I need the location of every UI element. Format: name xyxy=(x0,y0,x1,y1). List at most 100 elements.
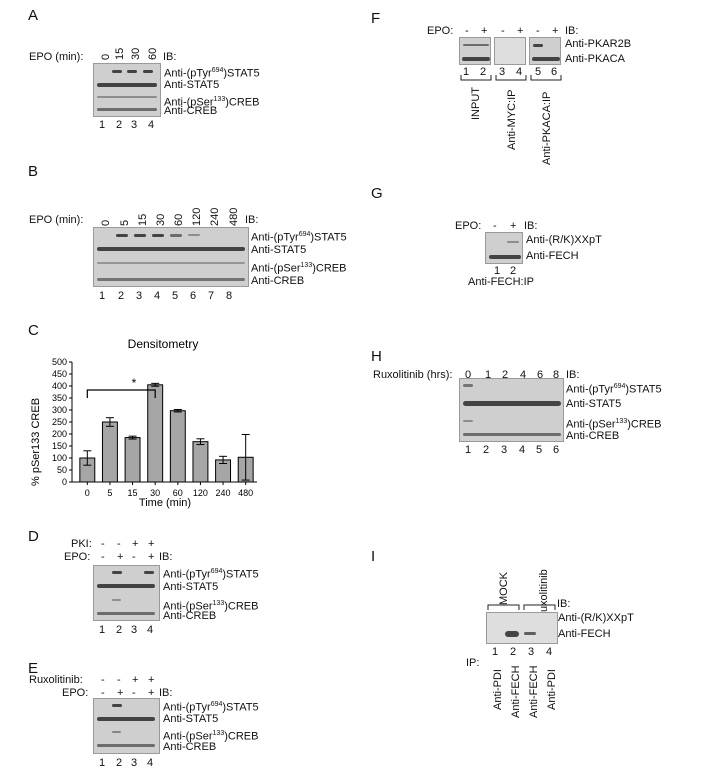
blot-row-label: Anti-FECH xyxy=(558,628,611,640)
lane-number: 6 xyxy=(551,66,558,78)
lane-number: 6 xyxy=(190,290,197,302)
sign: - xyxy=(101,538,105,550)
lane-number: 2 xyxy=(510,646,517,658)
time-label: 60 xyxy=(147,47,159,60)
time-label: 5 xyxy=(119,219,131,226)
blot-row-label: Anti-(pTyr694)STAT5 xyxy=(566,383,662,396)
significance-bracket xyxy=(86,389,156,398)
time-label: 2 xyxy=(502,369,509,381)
blot-row-label: Anti-CREB xyxy=(251,275,305,287)
lane-number: 4 xyxy=(147,757,154,769)
lane-number: 6 xyxy=(553,444,560,456)
time-label: 0 xyxy=(100,219,112,226)
sign: + xyxy=(117,551,124,563)
group-brackets xyxy=(460,75,562,81)
western-blot xyxy=(93,698,160,754)
ip-antibody-label: Anti-PDI xyxy=(546,669,558,710)
treatment-label: EPO: xyxy=(455,220,482,232)
lane-number: 5 xyxy=(535,66,542,78)
sign: - xyxy=(101,674,105,686)
treatment-label: EPO: xyxy=(62,687,89,699)
panel-label-f: F xyxy=(371,10,381,27)
y-tick-label: 450 xyxy=(52,369,67,379)
lane-number: 4 xyxy=(516,66,523,78)
blot-row-label: Anti-(pTyr694)STAT5 xyxy=(163,568,259,581)
panel-label-i: I xyxy=(371,548,376,565)
lane-number: 3 xyxy=(131,119,138,131)
lane-number: 3 xyxy=(131,757,138,769)
time-label: 15 xyxy=(114,47,126,60)
blot-row-label: Anti-(R/K)XXpT xyxy=(526,234,602,246)
ib-label: IB: xyxy=(566,369,580,381)
sign: - xyxy=(536,25,540,37)
western-blot xyxy=(93,227,249,287)
blot-row-label: Anti-STAT5 xyxy=(251,244,307,256)
blot-row-label: Anti-(pTyr694)STAT5 xyxy=(163,701,259,714)
panel-label-c: C xyxy=(28,322,39,339)
sign: - xyxy=(132,687,136,699)
ip-label: IP: xyxy=(466,657,480,669)
lane-number: 4 xyxy=(546,646,553,658)
sign: - xyxy=(117,538,121,550)
sign: + xyxy=(148,538,155,550)
sign: - xyxy=(493,220,497,232)
panel-label-a: A xyxy=(28,7,39,24)
treatment-label: Ruxolitinib (hrs): xyxy=(373,369,453,381)
lane-number: 7 xyxy=(208,290,215,302)
ib-label: IB: xyxy=(524,220,538,232)
sign: + xyxy=(148,551,155,563)
blot-row-label: Anti-(pSer133)CREB xyxy=(164,96,260,109)
western-blot xyxy=(494,37,526,65)
time-label: 480 xyxy=(228,207,240,226)
lane-number: 8 xyxy=(226,290,233,302)
sign: - xyxy=(501,25,505,37)
blot-row-label: Anti-STAT5 xyxy=(163,581,219,593)
lane-number: 5 xyxy=(172,290,179,302)
time-label: 0 xyxy=(100,53,112,60)
y-tick-label: 350 xyxy=(52,393,67,403)
x-tick-label: 60 xyxy=(173,488,183,498)
sign: + xyxy=(148,687,155,699)
lane-number: 1 xyxy=(99,290,106,302)
sign: - xyxy=(101,551,105,563)
lane-number: 3 xyxy=(501,444,508,456)
y-tick-label: 300 xyxy=(52,405,67,415)
blot-row-label: Anti-STAT5 xyxy=(566,398,622,410)
lane-number: 2 xyxy=(480,66,487,78)
lane-number: 2 xyxy=(116,757,123,769)
blot-row-label: Anti-CREB xyxy=(164,105,218,117)
lane-number: 3 xyxy=(136,290,143,302)
treatment-label: EPO: xyxy=(427,25,454,37)
sign: - xyxy=(101,687,105,699)
time-label: 1 xyxy=(485,369,492,381)
y-tick-label: 500 xyxy=(52,357,67,367)
blot-row-label: Anti-(R/K)XXpT xyxy=(558,612,634,624)
bar xyxy=(192,441,209,483)
western-blot xyxy=(486,612,558,644)
ib-label: IB: xyxy=(163,51,177,63)
time-label: 4 xyxy=(520,369,527,381)
sign: + xyxy=(517,25,524,37)
western-blot xyxy=(93,63,161,117)
blot-row-label: Anti-FECH xyxy=(526,250,579,262)
lane-number: 2 xyxy=(116,119,123,131)
lane-number: 2 xyxy=(116,624,123,636)
y-tick-label: 0 xyxy=(62,477,67,487)
treatment-label: PKI: xyxy=(71,538,92,550)
western-blot xyxy=(93,565,160,621)
group-label: INPUT xyxy=(470,87,482,120)
western-blot xyxy=(529,37,561,65)
time-label: 0 xyxy=(465,369,472,381)
y-axis-label: % pSer133 CREB xyxy=(30,398,42,486)
bar xyxy=(169,410,186,483)
sign: + xyxy=(481,25,488,37)
lane-number: 1 xyxy=(463,66,470,78)
treatment-label: EPO: xyxy=(64,551,91,563)
panel-label-b: B xyxy=(28,163,39,180)
lane-number: 4 xyxy=(519,444,526,456)
lane-number: 2 xyxy=(118,290,125,302)
time-label: 8 xyxy=(553,369,560,381)
blot-row-label: Anti-(pTyr694)STAT5 xyxy=(251,231,347,244)
group-label: Anti-MYC:IP xyxy=(506,89,518,150)
sign: + xyxy=(510,220,517,232)
